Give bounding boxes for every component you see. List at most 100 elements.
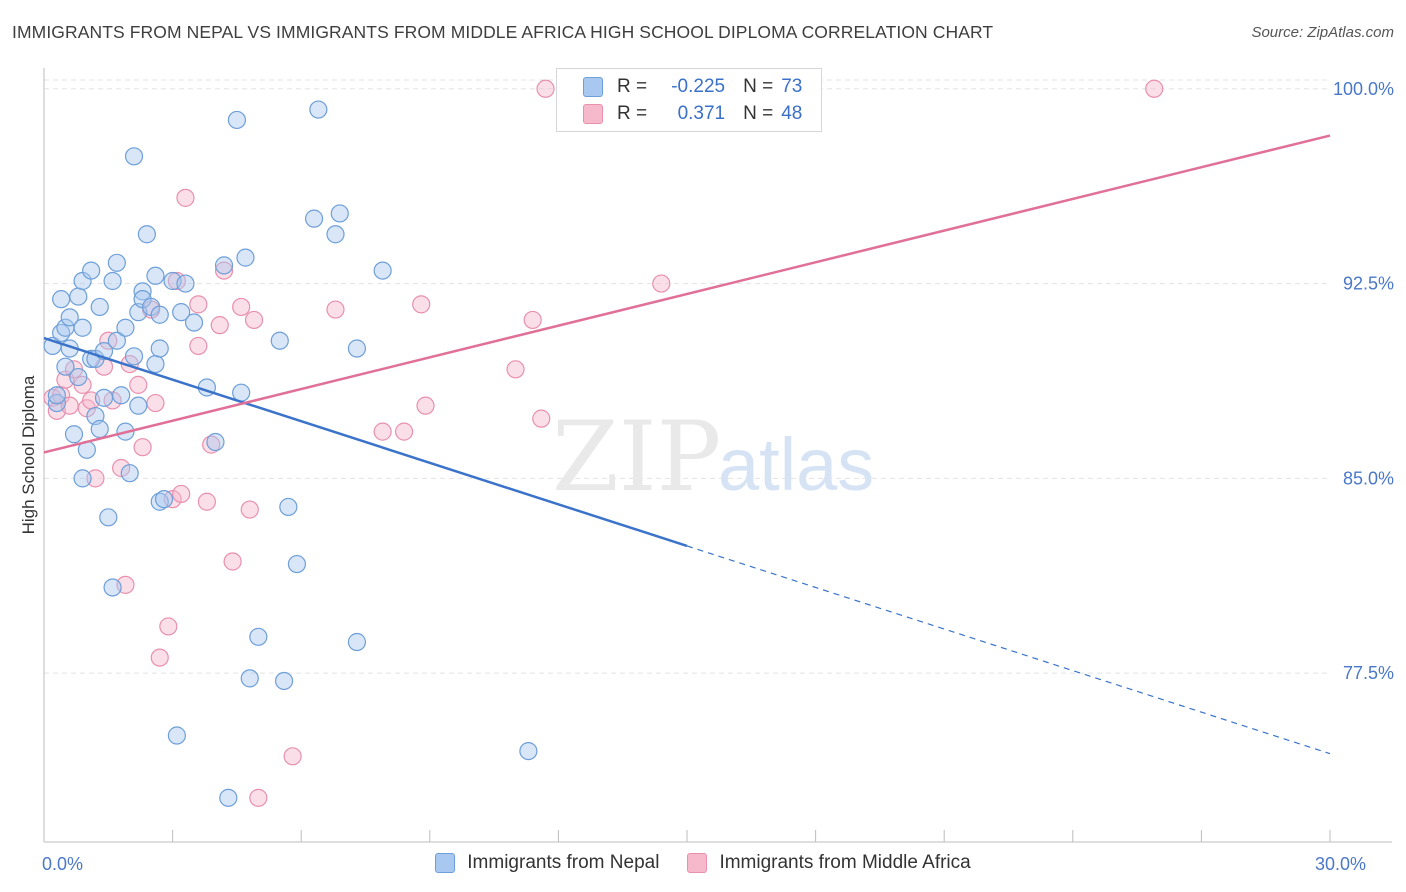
legend-item-middle-africa: Immigrants from Middle Africa — [687, 852, 971, 874]
nepal-point — [73, 318, 92, 337]
middle-africa-point — [416, 396, 435, 415]
legend-n-label: N = — [743, 76, 774, 97]
nepal-point — [103, 578, 122, 597]
middle-africa-point — [146, 393, 165, 413]
middle-africa-point — [326, 300, 345, 319]
nepal-point — [52, 290, 71, 309]
middle-africa-swatch — [583, 104, 603, 124]
nepal-point — [330, 204, 349, 223]
middle-africa-point — [223, 552, 242, 571]
middle-africa-point — [176, 188, 195, 207]
stats-legend: R = -0.225 N = 73 R = 0.371 N = 48 — [556, 68, 822, 132]
middle-africa-point — [150, 648, 169, 667]
x-tick-label: 0.0% — [42, 854, 83, 874]
nepal-point — [107, 253, 126, 272]
nepal-point — [94, 388, 114, 407]
series-nepal-points — [43, 100, 538, 807]
nepal-point — [167, 726, 186, 745]
nepal-point — [219, 788, 238, 807]
middle-africa-point — [189, 295, 208, 314]
nepal-swatch — [435, 853, 456, 873]
nepal-point — [249, 627, 268, 646]
nepal-point — [137, 225, 156, 244]
nepal-point — [227, 110, 246, 130]
middle-africa-point — [214, 261, 234, 280]
nepal-swatch — [583, 77, 603, 97]
middle-africa-point — [112, 458, 131, 478]
trend-lines — [43, 134, 1331, 755]
middle-africa-point — [244, 310, 264, 330]
nepal-point — [304, 209, 324, 228]
nepal-point — [69, 367, 88, 387]
nepal-point — [347, 339, 367, 358]
legend-r-label: R = — [617, 103, 648, 124]
nepal-point — [82, 261, 101, 280]
nepal-point — [129, 396, 148, 415]
nepal-point — [56, 357, 75, 376]
middle-africa-point — [172, 484, 191, 504]
middle-africa-point — [133, 438, 152, 457]
nepal-point — [69, 287, 88, 306]
legend-row-nepal: R = -0.225 N = 73 — [583, 74, 802, 100]
middle-africa-point — [232, 297, 251, 317]
nepal-point — [373, 261, 392, 280]
nepal-trend-line — [43, 336, 688, 548]
middle-africa-trend-line — [43, 134, 1331, 454]
nepal-point — [64, 425, 84, 444]
middle-africa-point — [412, 295, 431, 314]
y-axis-title: High School Diploma — [19, 375, 38, 534]
nepal-trend-extension — [686, 545, 1331, 755]
middle-africa-point — [197, 492, 216, 511]
nepal-point — [146, 266, 165, 285]
grid-lines — [44, 79, 1330, 674]
nepal-point — [309, 100, 328, 119]
tick-labels: 77.5% 85.0% 92.5% 100.0% 0.0% 30.0% High Schoo… — [19, 79, 1394, 874]
legend-item-nepal: Immigrants from Nepal — [435, 852, 659, 874]
nepal-point — [133, 282, 152, 301]
legend-label-nepal: Immigrants from Nepal — [467, 852, 660, 873]
middle-africa-point — [189, 336, 208, 356]
middle-africa-point — [532, 409, 551, 428]
middle-africa-point — [536, 79, 555, 98]
nepal-point — [274, 671, 294, 691]
nepal-point — [236, 248, 255, 267]
middle-africa-point — [1145, 79, 1164, 98]
nepal-point — [347, 632, 367, 652]
nepal-point — [103, 271, 122, 291]
nepal-point — [90, 297, 109, 317]
zipatlas-watermark: ZIP atlas — [552, 401, 874, 513]
nepal-point — [270, 331, 289, 350]
nepal-point — [287, 554, 307, 574]
middle-africa-point — [523, 310, 542, 330]
middle-africa-point — [394, 422, 414, 441]
middle-africa-swatch — [687, 853, 708, 873]
nepal-point — [150, 305, 169, 324]
middle-africa-point — [249, 788, 268, 807]
nepal-point — [279, 497, 298, 517]
nepal-point — [326, 225, 345, 244]
chart-source: Source: ZipAtlas.com — [1251, 24, 1394, 41]
nepal-point — [206, 432, 225, 452]
series-middle-africa-points — [43, 79, 1164, 807]
legend-r-label: R = — [617, 76, 648, 97]
watermark-zip: ZIP — [552, 401, 721, 513]
nepal-point — [214, 256, 234, 275]
middle-africa-point — [129, 375, 148, 394]
legend-n-label: N = — [743, 103, 774, 124]
middle-africa-point — [86, 469, 105, 488]
middle-africa-point — [373, 422, 392, 441]
middle-africa-point — [210, 316, 229, 335]
nepal-point — [176, 274, 195, 293]
middle-africa-point — [159, 617, 178, 636]
nepal-point — [154, 490, 174, 509]
nepal-point — [112, 386, 131, 405]
nepal-point — [90, 419, 109, 439]
x-tick-label: 30.0% — [1315, 854, 1366, 874]
middle-africa-point — [283, 747, 302, 766]
nepal-point — [146, 354, 165, 374]
nepal-point — [47, 386, 66, 405]
nepal-point — [60, 308, 79, 327]
legend-row-middle-africa: R = 0.371 N = 48 — [583, 101, 802, 127]
middle-africa-point — [240, 500, 259, 519]
